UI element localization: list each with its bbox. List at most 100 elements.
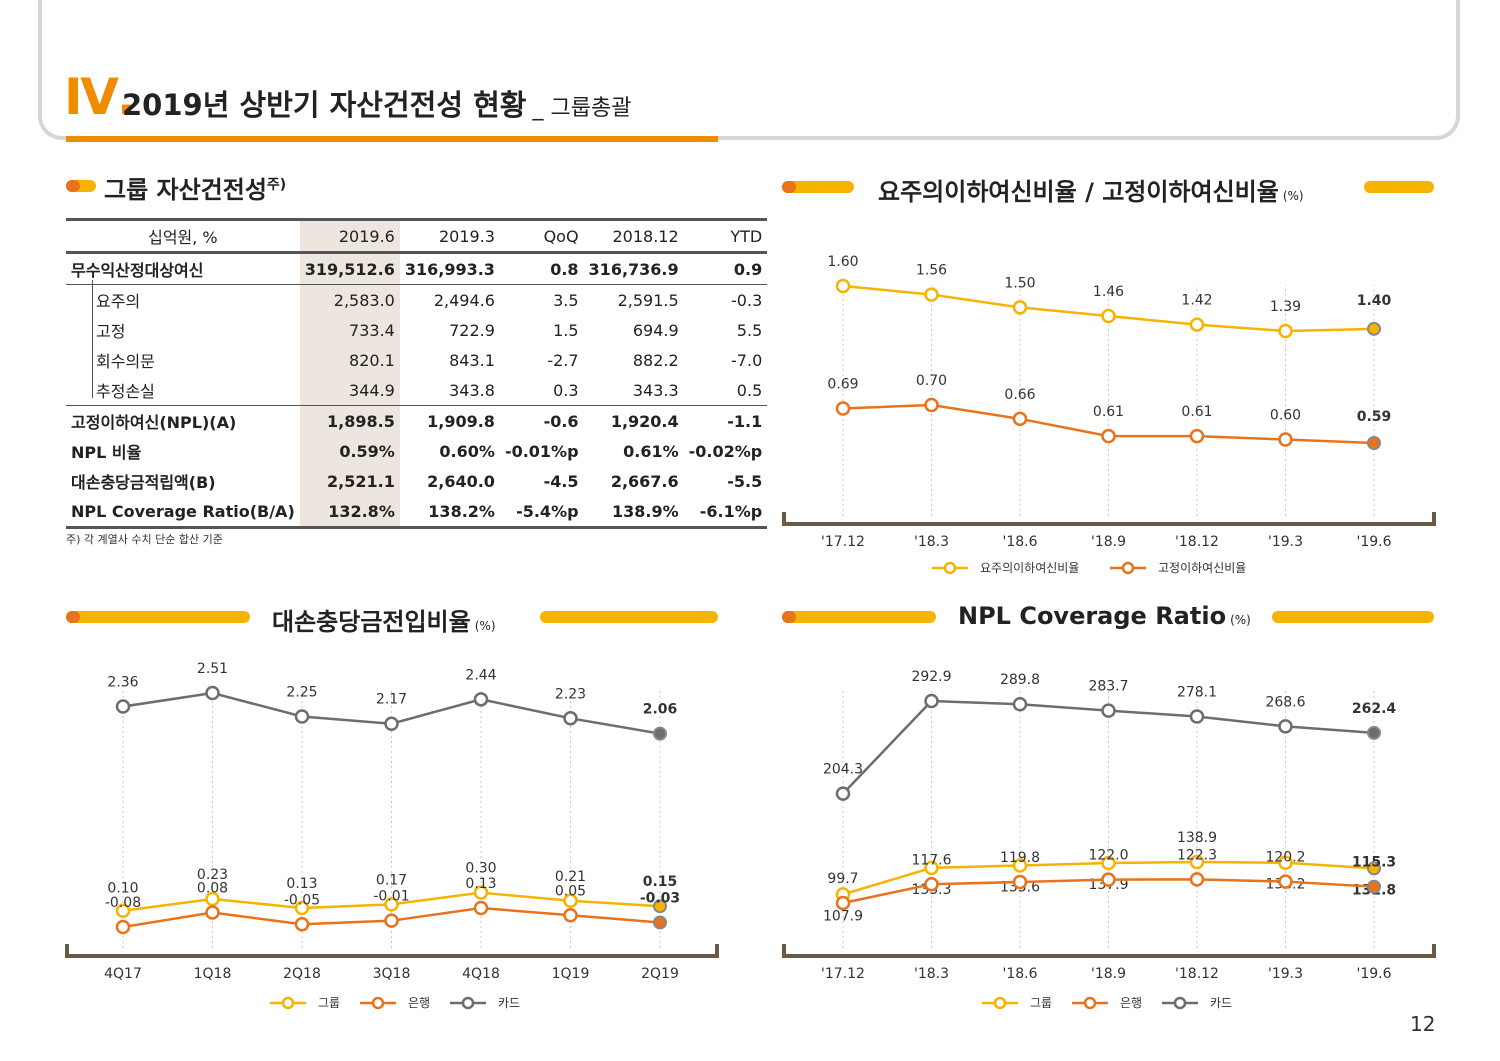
table-header-row: 십억원, % 2019.6 2019.3 QoQ 2018.12 YTD xyxy=(66,218,768,254)
data-label: 268.6 xyxy=(1265,694,1305,710)
data-point xyxy=(473,692,489,707)
x-tick-label: '18.3 xyxy=(914,966,949,982)
legend-marker xyxy=(281,996,295,1010)
table-cell: 843.1 xyxy=(449,350,495,370)
x-tick-label: '18.9 xyxy=(1091,966,1126,982)
data-point xyxy=(1278,874,1293,889)
section-number: Ⅳ. xyxy=(64,68,136,126)
table-row: 요주의 2,583.0 2,494.6 3.5 2,591.5 -0.3 xyxy=(66,284,768,315)
page-subtitle: _ 그룹총괄 xyxy=(532,96,632,121)
table-cell: 319,512.6 xyxy=(299,252,400,285)
table-header-cell: YTD xyxy=(683,218,768,254)
data-point xyxy=(205,891,220,907)
table-cell: -0.6 xyxy=(499,405,584,436)
data-point xyxy=(1012,696,1028,712)
data-label: 122.3 xyxy=(1177,847,1217,863)
table-cell: 1,920.4 xyxy=(583,405,684,436)
table-cell: 2,494.6 xyxy=(399,284,500,315)
data-point xyxy=(294,709,310,724)
table-cell: 0.61% xyxy=(623,441,679,461)
data-point xyxy=(1278,719,1293,734)
data-point xyxy=(1278,323,1293,339)
table-cell: 1.5 xyxy=(553,320,579,340)
data-label: 0.05 xyxy=(555,883,586,899)
data-point xyxy=(924,287,939,302)
data-label: -0.08 xyxy=(105,895,141,911)
data-label: 0.13 xyxy=(465,876,496,892)
chart1-title-text: 요주의이하여신비율 / 고정이하여신비율 xyxy=(878,178,1279,206)
data-label: 120.2 xyxy=(1265,850,1305,866)
data-label: 278.1 xyxy=(1177,684,1217,700)
row-label: NPL Coverage Ratio(B/A) xyxy=(66,496,300,529)
legend-marker xyxy=(371,996,385,1010)
data-label: 0.17 xyxy=(376,872,407,888)
table-header-cell: 십억원, % xyxy=(66,218,300,254)
table-cell: 132.8% xyxy=(299,496,400,529)
data-point xyxy=(1012,300,1028,315)
data-point xyxy=(294,917,310,932)
table-header-cell: 2018.12 xyxy=(583,218,684,254)
legend-marker xyxy=(1173,996,1187,1010)
page-title-text: 2019년 상반기 자산건전성 현황 xyxy=(122,88,527,122)
x-axis xyxy=(782,944,1436,958)
table-cell: 0.8 xyxy=(550,259,579,279)
data-point xyxy=(1278,855,1293,870)
data-point xyxy=(563,908,578,923)
x-tick-label: '19.6 xyxy=(1356,966,1391,982)
data-point xyxy=(1189,317,1205,332)
page-title: 2019년 상반기 자산건전성 현황 _ 그룹총괄 xyxy=(122,82,631,124)
row-label: 고정 xyxy=(96,322,126,341)
data-label: 1.39 xyxy=(1270,299,1301,315)
x-tick-label: '17.12 xyxy=(821,966,865,982)
chart3-title-bar-left xyxy=(782,611,936,623)
data-label: -0.05 xyxy=(284,892,320,908)
legend-marker xyxy=(1121,561,1135,575)
legend-marker xyxy=(943,561,957,575)
legend-marker xyxy=(1083,996,1097,1010)
data-label: 2.36 xyxy=(107,675,138,691)
table-cell: 343.3 xyxy=(632,380,679,400)
data-label: 122.0 xyxy=(1088,848,1128,864)
chart2-title: 대손충당금전입비율 (%) xyxy=(272,602,496,637)
data-point xyxy=(1189,854,1205,870)
table-cell: -1.1 xyxy=(683,405,768,436)
table-cell: 0.60% xyxy=(439,441,495,461)
marker-dot xyxy=(66,180,80,192)
table-cell: -0.3 xyxy=(683,284,768,315)
marker-dot xyxy=(66,611,80,623)
table-row: NPL Coverage Ratio(B/A) 132.8% 138.2% -5.4%… xyxy=(66,496,768,529)
x-tick-label: 4Q18 xyxy=(462,966,500,982)
marker-dot xyxy=(782,611,796,623)
table-row: 대손충당금적립액(B) 2,521.1 2,640.0 -4.5 2,667.6 -5.5 xyxy=(66,466,767,496)
table-cell: 1,898.5 xyxy=(299,405,400,436)
x-tick-label: '17.12 xyxy=(821,534,865,550)
data-label: 1.60 xyxy=(827,254,858,270)
data-label: 292.9 xyxy=(911,669,951,685)
data-point xyxy=(1189,428,1205,444)
data-label: 0.21 xyxy=(555,869,586,885)
data-point xyxy=(1101,703,1116,718)
data-label: 0.60 xyxy=(1270,408,1301,424)
x-tick-label: 4Q17 xyxy=(104,966,142,982)
data-label: 0.69 xyxy=(827,376,858,392)
legend-label: 은행 xyxy=(1120,995,1142,1010)
data-point xyxy=(294,900,310,916)
table-row: 고정이하여신(NPL)(A) 1,898.5 1,909.8 -0.6 1,920.4-… xyxy=(66,405,768,436)
data-point xyxy=(1012,411,1028,427)
data-label: 0.13 xyxy=(286,876,317,892)
data-point xyxy=(1101,872,1116,887)
data-label: 262.4 xyxy=(1352,701,1397,717)
x-tick-label: '18.9 xyxy=(1091,534,1126,550)
data-label: 0.10 xyxy=(107,881,138,897)
table-header-cell: 2019.3 xyxy=(399,218,500,254)
table-cell: 3.5 xyxy=(499,284,584,315)
data-point xyxy=(115,699,131,714)
chart2-title-bar-left xyxy=(66,611,250,623)
data-point xyxy=(1189,709,1205,724)
x-tick-label: 3Q18 xyxy=(373,966,411,982)
data-point xyxy=(1101,308,1116,324)
data-point xyxy=(563,711,578,726)
data-label: 0.15 xyxy=(643,874,678,890)
data-point xyxy=(1012,858,1028,873)
table-cell: 316,993.3 xyxy=(404,259,495,279)
